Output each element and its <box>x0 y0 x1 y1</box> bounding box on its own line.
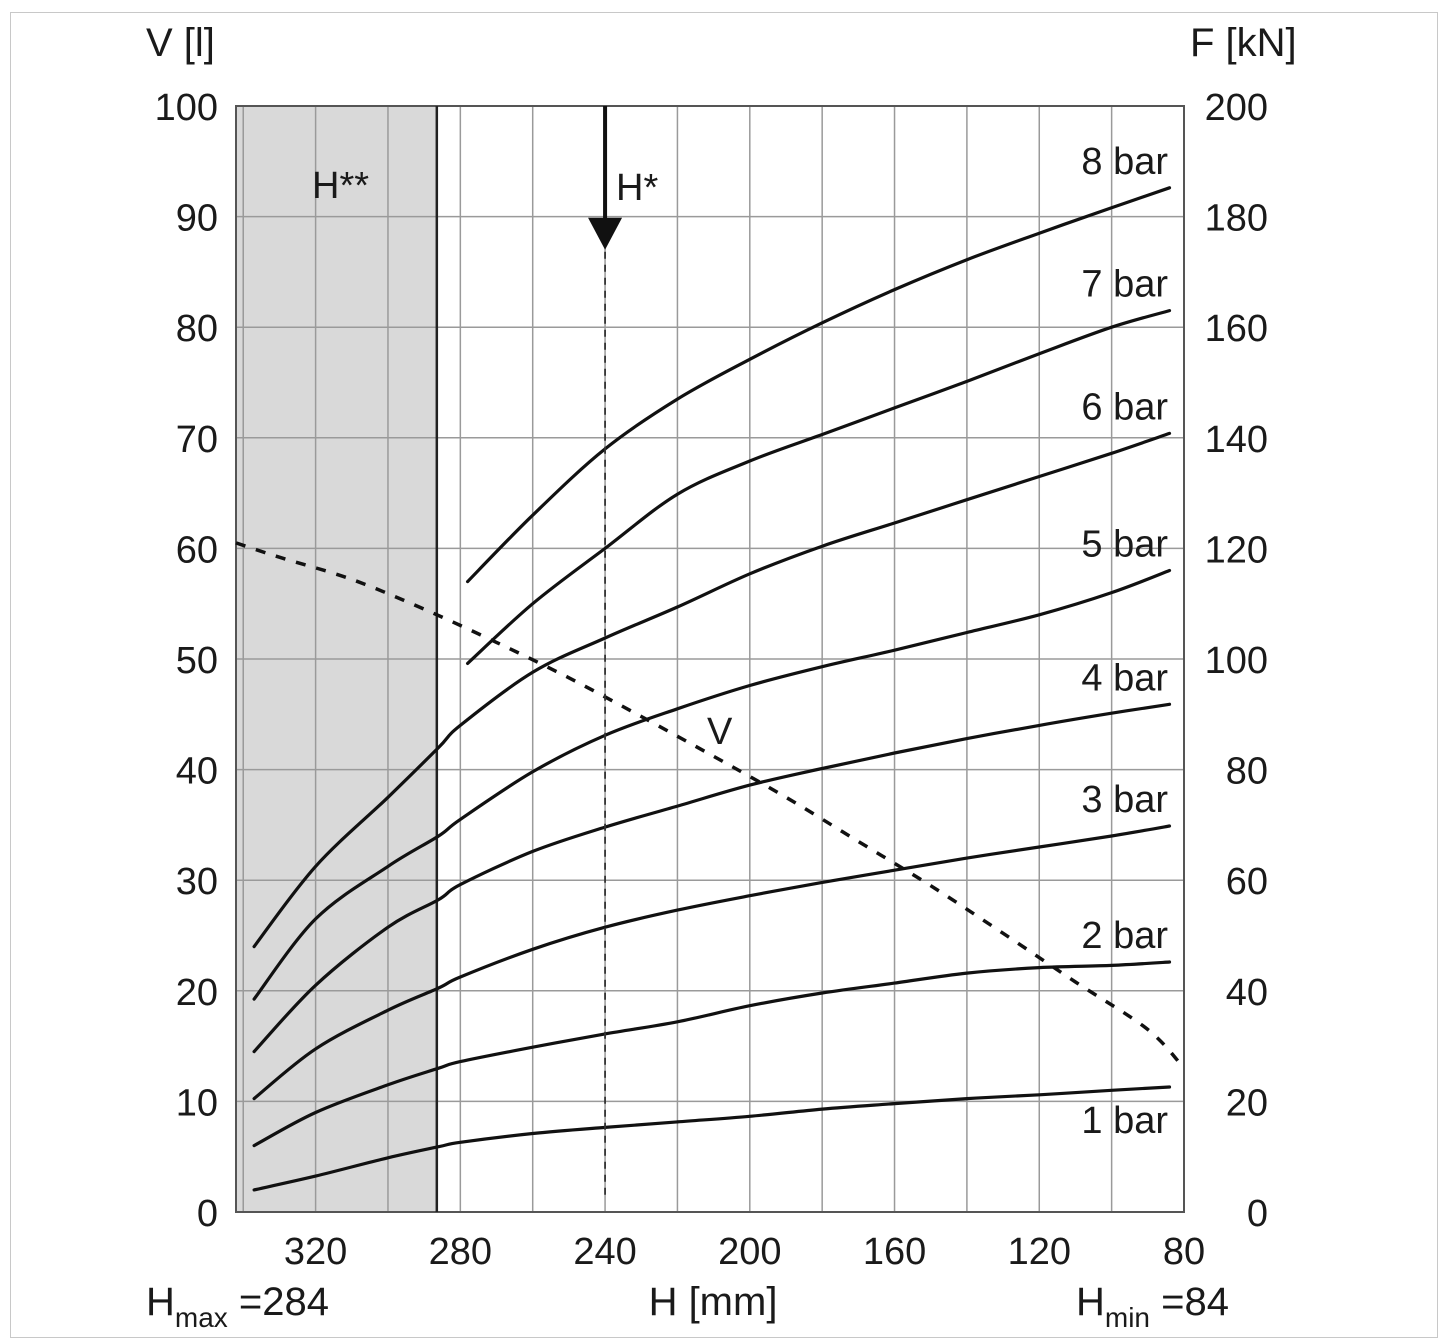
y-left-tick-70: 70 <box>176 419 218 461</box>
y-left-tick-50: 50 <box>176 640 218 682</box>
hmin-value: =84 <box>1150 1280 1229 1324</box>
y-left-tick-0: 0 <box>197 1193 218 1235</box>
series-label-5-bar: 5 bar <box>1081 524 1168 566</box>
y-right-axis-title: F [kN] <box>1190 21 1297 65</box>
volume-curve-line <box>235 541 1186 1070</box>
hmax-sub: max <box>175 1302 228 1333</box>
y-left-axis-title: V [l] <box>146 21 215 65</box>
series-line-2-bar <box>252 960 1172 1148</box>
y-right-tick-20: 20 <box>1226 1082 1268 1124</box>
y-left-tick-90: 90 <box>176 198 218 240</box>
plot-border <box>235 105 1185 1213</box>
y-right-tick-0: 0 <box>1247 1193 1268 1235</box>
x-tick-120: 120 <box>1008 1231 1071 1273</box>
series-label-3-bar: 3 bar <box>1081 779 1168 821</box>
hmin-sub: min <box>1105 1302 1150 1333</box>
volume-curve-label: V <box>707 711 733 753</box>
x-tick-160: 160 <box>863 1231 926 1273</box>
series-label-1-bar: 1 bar <box>1081 1100 1168 1142</box>
h-star-label: H* <box>616 167 658 209</box>
series-line-4-bar <box>252 702 1172 1054</box>
y-right-tick-100: 100 <box>1205 640 1268 682</box>
x-axis-title: H [mm] <box>649 1280 778 1324</box>
hmax-annotation: Hmax =284 <box>146 1280 329 1333</box>
y-right-tick-200: 200 <box>1205 87 1268 129</box>
series-label-8-bar: 8 bar <box>1081 141 1168 183</box>
tick-labels: 1 bar 2 bar 3 bar 4 bar 5 bar 6 bar 7 bar 8 bar… <box>155 87 1268 1273</box>
y-left-tick-60: 60 <box>176 529 218 571</box>
h-star-arrow-head <box>588 217 623 250</box>
hmax-value: =284 <box>228 1280 329 1324</box>
y-left-tick-80: 80 <box>176 308 218 350</box>
y-right-tick-40: 40 <box>1226 972 1268 1014</box>
series-line-6-bar <box>252 431 1172 949</box>
y-right-tick-80: 80 <box>1226 751 1268 793</box>
x-tick-240: 240 <box>573 1231 636 1273</box>
series-line-5-bar <box>252 568 1172 1001</box>
y-right-tick-180: 180 <box>1205 198 1268 240</box>
series-label-6-bar: 6 bar <box>1081 386 1168 428</box>
series-label-4-bar: 4 bar <box>1081 657 1168 699</box>
series-line-3-bar <box>252 824 1172 1101</box>
y-left-tick-20: 20 <box>176 972 218 1014</box>
y-left-tick-30: 30 <box>176 861 218 903</box>
x-tick-280: 280 <box>429 1231 492 1273</box>
y-right-tick-60: 60 <box>1226 861 1268 903</box>
y-left-tick-10: 10 <box>176 1082 218 1124</box>
hmax-main: H <box>146 1280 175 1324</box>
x-tick-80: 80 <box>1163 1231 1205 1273</box>
chart-frame <box>10 12 1438 1338</box>
hmin-main: H <box>1076 1280 1105 1324</box>
y-left-tick-100: 100 <box>155 87 218 129</box>
shaded-region-label: H** <box>312 165 369 207</box>
x-tick-200: 200 <box>718 1231 781 1273</box>
hmin-annotation: Hmin =84 <box>1076 1280 1229 1333</box>
y-right-tick-160: 160 <box>1205 308 1268 350</box>
y-right-tick-120: 120 <box>1205 529 1268 571</box>
series-label-2-bar: 2 bar <box>1081 915 1168 957</box>
x-tick-320: 320 <box>284 1231 347 1273</box>
series-line-8-bar <box>466 186 1172 584</box>
h-star-marker <box>588 106 623 1196</box>
y-left-tick-40: 40 <box>176 751 218 793</box>
series-line-1-bar <box>252 1085 1172 1192</box>
series-label-7-bar: 7 bar <box>1081 264 1168 306</box>
y-right-tick-140: 140 <box>1205 419 1268 461</box>
series-line-7-bar <box>466 309 1172 665</box>
series-layer <box>235 186 1186 1192</box>
